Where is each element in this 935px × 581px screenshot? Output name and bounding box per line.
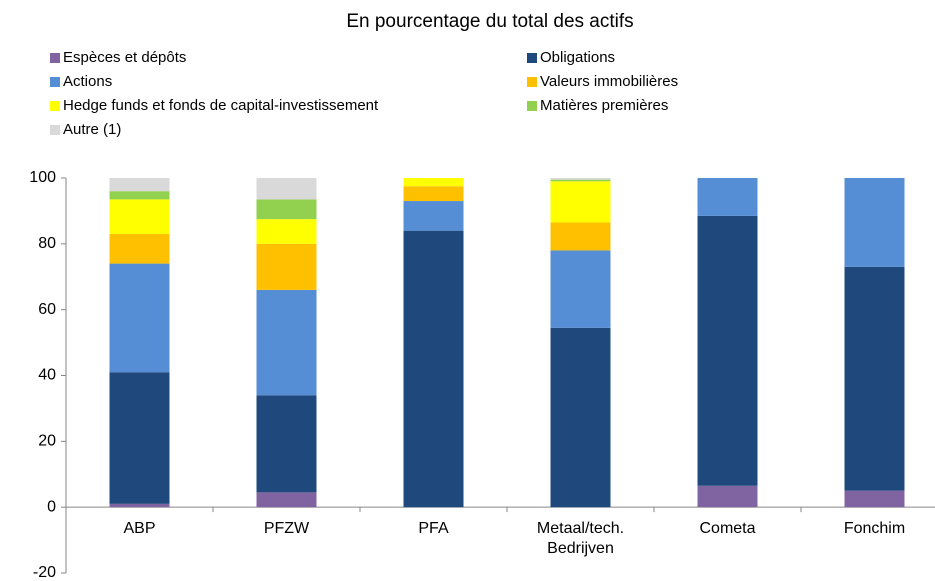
- legend-swatch: [50, 101, 60, 111]
- bar-segment: [256, 243, 317, 290]
- bar-segment: [697, 178, 758, 216]
- y-tick-label: 100: [29, 169, 56, 186]
- bar-segment: [256, 492, 317, 508]
- bar-segment: [844, 490, 905, 508]
- y-tick-label: 0: [47, 498, 56, 515]
- bar-segment: [844, 178, 905, 267]
- bar-segment: [109, 191, 170, 200]
- bar-segment: [109, 503, 170, 508]
- y-tick-label: 20: [38, 433, 56, 450]
- x-tick-label: PFZW: [263, 520, 310, 538]
- legend-swatch: [527, 53, 537, 63]
- bar-segment: [550, 178, 611, 180]
- legend-label: Matières premières: [540, 97, 668, 114]
- legend-swatch: [527, 77, 537, 87]
- legend-swatch: [50, 125, 60, 135]
- bar-segment: [550, 179, 611, 182]
- legend-label: Hedge funds et fonds de capital-investis…: [63, 97, 379, 114]
- bar-segment: [109, 263, 170, 373]
- y-tick-label: 80: [38, 235, 56, 252]
- x-tick-label: PFA: [418, 520, 449, 538]
- x-tick-label: Metaal/tech. Bedrijven: [536, 520, 625, 558]
- legend-swatch: [50, 53, 60, 63]
- legend-swatch: [50, 77, 60, 87]
- bar-segment: [256, 199, 317, 220]
- bar-segment: [844, 266, 905, 491]
- legend-label: Valeurs immobilières: [540, 73, 678, 90]
- legend-label: Autre (1): [63, 121, 121, 138]
- bar-segment: [109, 372, 170, 504]
- bar-segment: [403, 230, 464, 508]
- chart-title: En pourcentage du total des actifs: [346, 11, 633, 32]
- legend-label: Espèces et dépôts: [63, 49, 186, 66]
- y-tick-label: 40: [38, 367, 56, 384]
- bar-segment: [403, 201, 464, 231]
- bar-segment: [403, 186, 464, 202]
- bar-segment: [109, 199, 170, 234]
- x-tick-label: Cometa: [699, 520, 756, 538]
- y-tick-label: 60: [38, 301, 56, 318]
- bar-segment: [550, 222, 611, 251]
- bar-segment: [550, 181, 611, 223]
- bar-segment: [109, 233, 170, 264]
- x-tick-label: ABP: [123, 520, 156, 538]
- bar-segment: [256, 395, 317, 493]
- bar-segment: [256, 178, 317, 200]
- bar-segment: [256, 219, 317, 244]
- legend-swatch: [527, 101, 537, 111]
- y-tick-label: -20: [33, 564, 56, 581]
- legend-label: Actions: [63, 73, 112, 90]
- bar-segment: [109, 178, 170, 192]
- bar-segment: [697, 215, 758, 486]
- bar-segment: [550, 327, 611, 508]
- x-tick-label: Fonchim: [843, 520, 906, 538]
- legend-label: Obligations: [540, 49, 615, 66]
- bar-segment: [697, 485, 758, 508]
- bar-segment: [256, 289, 317, 396]
- bar-segment: [403, 178, 464, 187]
- bar-segment: [550, 250, 611, 328]
